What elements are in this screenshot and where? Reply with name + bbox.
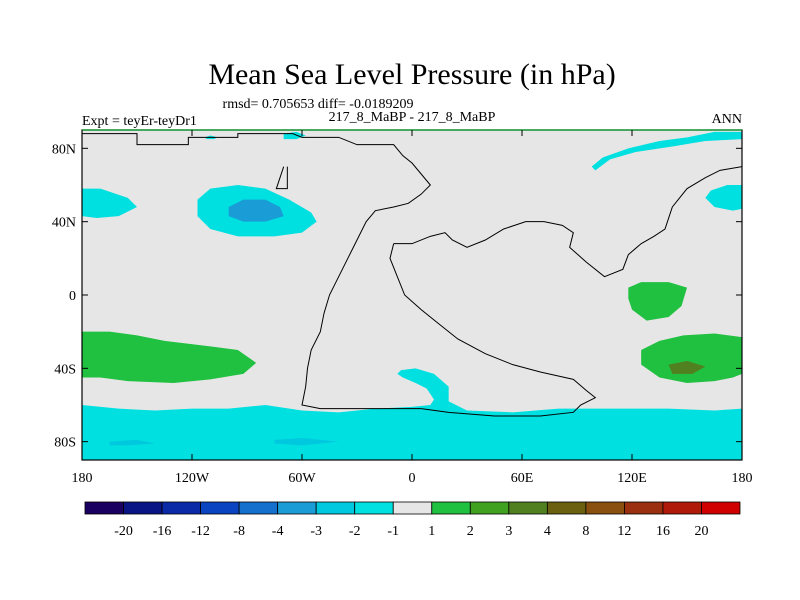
colorbar-label: -4 [272,524,284,539]
y-tick-label: 80S [54,436,76,451]
region-west-s-green [82,331,257,383]
coastline-arctic-islands [275,166,288,190]
colorbar-swatch [392,501,433,515]
x-tick-label: 60W [288,471,316,486]
x-tick-label: 120W [175,471,210,486]
region-southern-band [82,368,742,460]
region-west-edge-n [82,188,137,218]
y-tick-label: 40S [54,362,76,377]
colorbar-swatch [624,501,664,515]
center-label: 217_8_MaBP - 217_8_MaBP [329,110,496,125]
colorbar-label: -1 [387,524,399,539]
colorbar-swatch [354,501,394,515]
colorbar-swatch [84,501,124,515]
chart-title: Mean Sea Level Pressure (in hPa) [208,58,615,91]
experiment-label: Expt = teyEr-teyDr1 [82,114,197,129]
colorbar-label: -3 [310,524,322,539]
colorbar-swatch [508,501,548,515]
colorbar-swatch [161,501,201,515]
colorbar-label: -16 [153,524,172,539]
colorbar-label: -12 [191,524,210,539]
x-tick-label: 120E [617,471,647,486]
colorbar-label: 8 [582,524,589,539]
colorbar-label: 16 [656,524,670,539]
season-label: ANN [712,112,742,127]
y-tick-label: 40N [52,216,76,231]
x-tick-label: 0 [409,471,416,486]
coastline-west-continent [82,133,432,410]
coastline-east-continent [393,166,742,278]
colorbar-label: 12 [617,524,631,539]
colorbar-label: 20 [694,524,708,539]
colorbar-label: -20 [114,524,133,539]
colorbar-swatch [585,501,625,515]
x-tick-label: 180 [732,471,753,486]
y-tick-label: 80N [52,142,76,157]
region-east-s-core [668,361,706,374]
region-eq-green [628,282,687,321]
colorbar-swatch [701,501,741,515]
region-east-s-green [641,333,742,383]
colorbar-label: 4 [544,524,551,539]
x-tick-label: 60E [511,471,534,486]
region-n-pacific-core [228,199,284,222]
y-tick-label: 0 [69,289,76,304]
colorbar-swatch [123,501,163,515]
colorbar-swatch [546,501,587,515]
colorbar-label: -8 [233,524,245,539]
x-tick-label: 180 [72,471,93,486]
colorbar-swatch [469,501,510,515]
region-east-edge-n [705,185,742,211]
colorbar-swatch [315,501,356,515]
region-southern-band-dots [109,439,156,446]
region-arctic-strip [591,131,742,171]
colorbar-label: -2 [349,524,361,539]
coastline-south-east-continent [389,243,597,417]
colorbar-swatch [200,501,240,515]
colorbar-swatch [238,501,279,515]
region-southern-band-dots2 [274,438,339,446]
colorbar-label: 1 [428,524,435,539]
colorbar-label: 3 [505,524,512,539]
colorbar-swatch [662,501,702,515]
colorbar-swatch [277,501,317,515]
stats-line: rmsd= 0.705653 diff= -0.0189209 [223,97,414,112]
colorbar-label: 2 [467,524,474,539]
colorbar-swatch [431,501,471,515]
